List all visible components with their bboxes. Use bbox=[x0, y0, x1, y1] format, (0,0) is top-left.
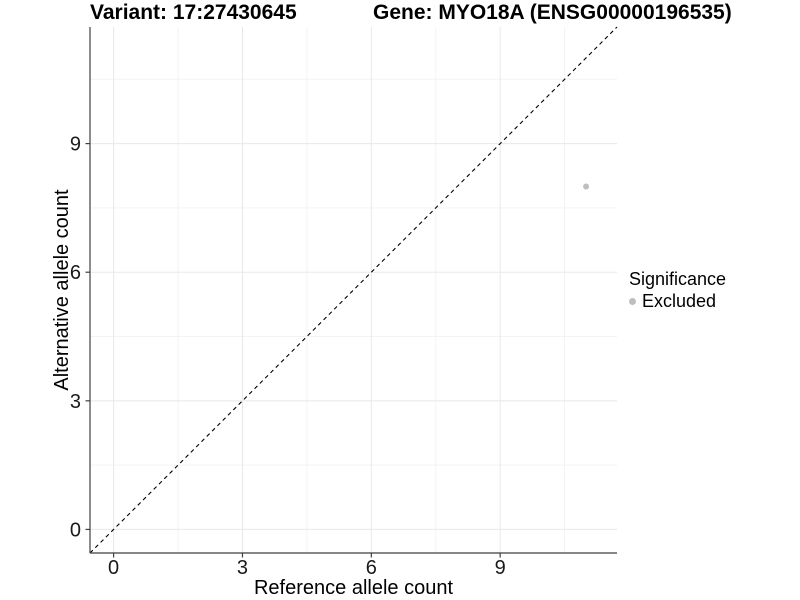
x-axis-title: Reference allele count bbox=[253, 577, 453, 599]
data-point bbox=[583, 183, 590, 190]
identity-dashed-line bbox=[89, 26, 618, 554]
x-tick-label: 0 bbox=[108, 557, 119, 579]
x-tick-label: 6 bbox=[366, 557, 377, 579]
variant-title: Variant: 17:27430645 bbox=[90, 1, 297, 24]
legend-item-excluded: Excluded bbox=[629, 291, 726, 311]
x-tick-label: 9 bbox=[495, 557, 506, 579]
y-axis-title: Alternative allele count bbox=[51, 189, 73, 391]
legend-point-icon bbox=[629, 297, 636, 305]
y-tick-label: 6 bbox=[70, 262, 81, 284]
y-tick-label: 9 bbox=[70, 134, 81, 156]
y-tick-label: 3 bbox=[70, 391, 81, 413]
gene-title: Gene: MYO18A (ENSG00000196535) bbox=[373, 1, 732, 24]
legend-title: Significance bbox=[629, 269, 727, 289]
legend: Significance Excluded bbox=[629, 268, 726, 311]
legend-item-label: Excluded bbox=[642, 291, 717, 311]
x-tick-label: 3 bbox=[237, 557, 248, 579]
y-tick-label: 0 bbox=[70, 519, 81, 541]
